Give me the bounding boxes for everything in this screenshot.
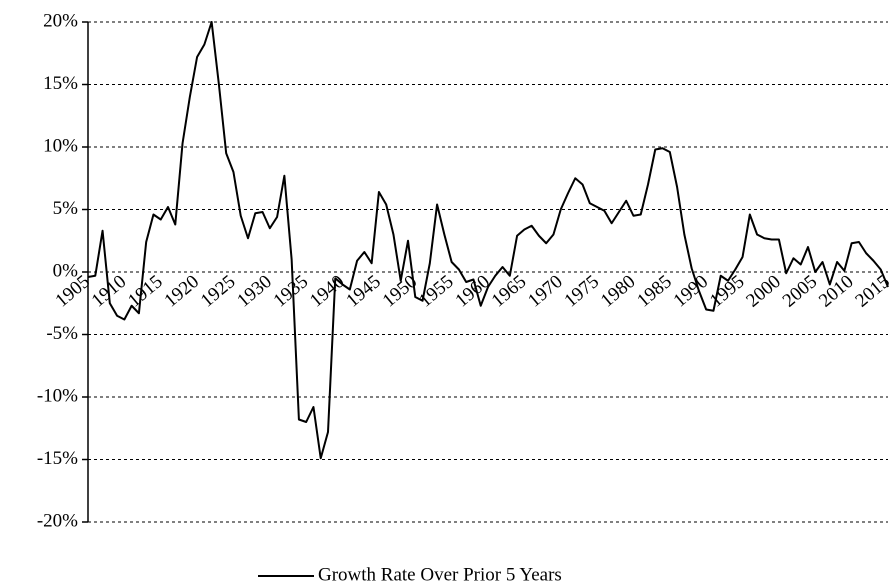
y-tick-label: 5% (53, 198, 79, 219)
y-tick-label: -15% (37, 448, 78, 469)
y-tick-label: 10% (43, 135, 78, 156)
x-tick-label: 1920 (160, 271, 203, 312)
x-tick-label: 1930 (233, 271, 276, 312)
x-tick-label: 1975 (560, 271, 603, 312)
x-tick-label: 1955 (415, 271, 458, 312)
x-tick-label: 1985 (633, 271, 676, 312)
legend-label: Growth Rate Over Prior 5 Years (318, 564, 562, 585)
y-tick-label: -5% (46, 323, 78, 344)
x-tick-label: 1980 (597, 271, 640, 312)
x-tick-label: 1945 (342, 271, 385, 312)
x-tick-label: 1940 (306, 271, 349, 312)
y-tick-label: 0% (53, 260, 79, 281)
x-tick-label: 1935 (270, 271, 313, 312)
x-tick-label: 1925 (197, 271, 240, 312)
x-tick-label: 2010 (815, 271, 858, 312)
y-tick-label: 15% (43, 73, 78, 94)
x-tick-label: 1960 (451, 271, 494, 312)
y-tick-label: -20% (37, 510, 78, 531)
x-tick-label: 1990 (670, 271, 713, 312)
data-line (87, 21, 889, 460)
x-tick-label: 2005 (779, 271, 822, 312)
y-tick-label: 20% (43, 10, 78, 31)
x-tick-label: 1970 (524, 271, 567, 312)
x-tick-label: 1915 (124, 271, 167, 312)
x-tick-label: 2000 (742, 271, 785, 312)
x-tick-label: 2015 (851, 271, 892, 312)
x-tick-label: 1995 (706, 271, 749, 312)
y-tick-label: -10% (37, 385, 78, 406)
